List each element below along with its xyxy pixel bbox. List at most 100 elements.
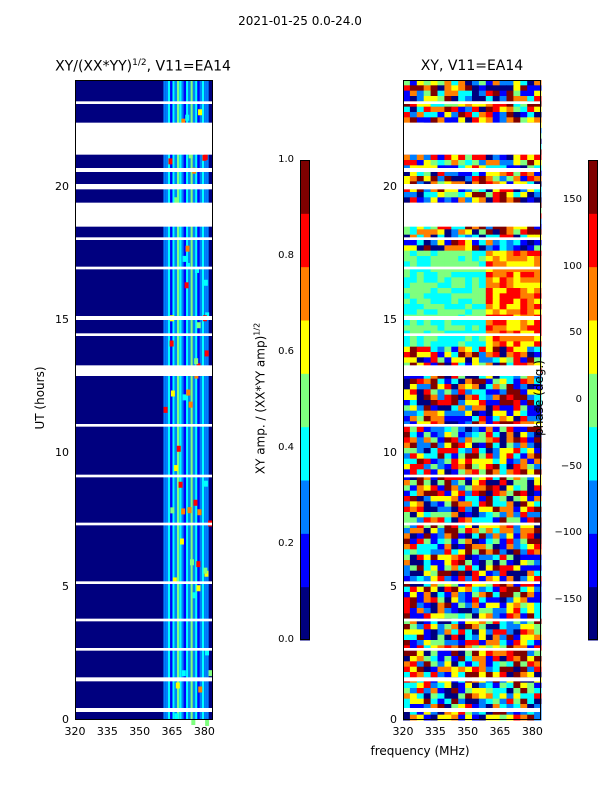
phase-cell [437, 336, 445, 342]
phase-cell [437, 560, 445, 566]
phase-cell [513, 672, 521, 678]
phase-cell [444, 426, 452, 433]
phase-cell [423, 298, 432, 305]
phase-cell [472, 410, 480, 417]
phase-cell [403, 325, 411, 332]
phase-cell [527, 240, 535, 246]
phase-cell [499, 490, 507, 497]
phase-cell [499, 496, 507, 502]
phase-cell [423, 154, 432, 161]
phase-cell [520, 560, 528, 566]
phase-cell [403, 266, 411, 273]
phase-cell [451, 245, 459, 252]
phase-cell [520, 666, 528, 673]
phase-cell [478, 170, 487, 177]
phase-cell [451, 682, 459, 689]
phase-cell [499, 517, 507, 524]
phase-cell [527, 629, 535, 636]
phase-cell [423, 197, 432, 204]
phase-cell [444, 309, 452, 316]
phase-cell [403, 384, 411, 390]
phase-cell [527, 112, 535, 118]
phase-cell [465, 688, 473, 694]
amplitude-hot-cell [187, 507, 192, 514]
phase-cell [423, 597, 432, 604]
phase-cell [423, 90, 432, 97]
phase-cell [499, 378, 507, 385]
phase-cell [437, 506, 445, 513]
phase-cell [430, 309, 438, 316]
phase-cell [472, 304, 480, 310]
phase-cell [513, 506, 521, 513]
phase-cell [430, 320, 438, 326]
phase-cell [416, 229, 425, 236]
data-gap-band [75, 333, 213, 336]
phase-cell [534, 416, 542, 422]
phase-cell [409, 528, 418, 534]
phase-cell [458, 352, 466, 358]
phase-cell [506, 394, 514, 401]
phase-cell [403, 298, 411, 305]
phase-cell [478, 389, 487, 396]
phase-cell [492, 437, 501, 444]
phase-cell [403, 602, 411, 609]
phase-cell [513, 384, 521, 390]
phase-cell [465, 90, 473, 97]
phase-cell [423, 581, 432, 588]
phase-cell [416, 96, 425, 102]
phase-cell [430, 336, 438, 342]
phase-cell [513, 266, 521, 273]
phase-cell [458, 533, 466, 540]
phase-cell [492, 693, 501, 700]
phase-cell [437, 458, 445, 465]
phase-cell [403, 437, 411, 444]
phase-cell [520, 682, 528, 689]
phase-cell [499, 176, 507, 182]
phase-cell [403, 176, 411, 182]
phase-cell [451, 469, 459, 476]
phase-cell [506, 384, 514, 390]
phase-cell [513, 464, 521, 470]
data-gap-band [403, 581, 541, 584]
phase-cell [513, 85, 521, 92]
phase-cell [513, 96, 521, 102]
phase-cell [403, 490, 411, 497]
phase-cell [472, 704, 480, 710]
phase-cell [444, 240, 452, 246]
phase-cell [451, 629, 459, 636]
phase-cell [437, 522, 445, 529]
phase-cell [492, 528, 501, 534]
phase-cell [416, 688, 425, 694]
phase-cell [520, 106, 528, 113]
phase-cell [409, 245, 418, 252]
phase-cell [409, 517, 418, 524]
phase-cell [513, 106, 521, 113]
phase-cell [458, 245, 466, 252]
phase-cell [423, 277, 432, 284]
phase-cell [444, 320, 452, 326]
phase-cell [534, 698, 542, 705]
phase-cell [430, 245, 438, 252]
phase-cell [444, 544, 452, 550]
phase-cell [527, 560, 535, 566]
amplitude-hot-cell [174, 197, 179, 204]
y-tick-label: 20 [383, 179, 397, 193]
phase-cell [485, 693, 494, 700]
phase-cell [458, 176, 466, 182]
phase-cell [513, 373, 521, 380]
amplitude-hot-cell [205, 312, 210, 319]
phase-cell [458, 506, 466, 513]
phase-cell [437, 624, 445, 630]
phase-cell [492, 640, 501, 646]
phase-cell [430, 528, 438, 534]
phase-cell [499, 650, 507, 657]
phase-cell [499, 112, 507, 118]
phase-cell [403, 405, 411, 412]
phase-cell [506, 576, 514, 582]
phase-cell [430, 240, 438, 246]
phase-cell [485, 704, 494, 710]
phase-cell [403, 672, 411, 678]
phase-cell [513, 528, 521, 534]
amplitude-hot-cell [196, 561, 201, 568]
phase-cell [409, 480, 418, 486]
